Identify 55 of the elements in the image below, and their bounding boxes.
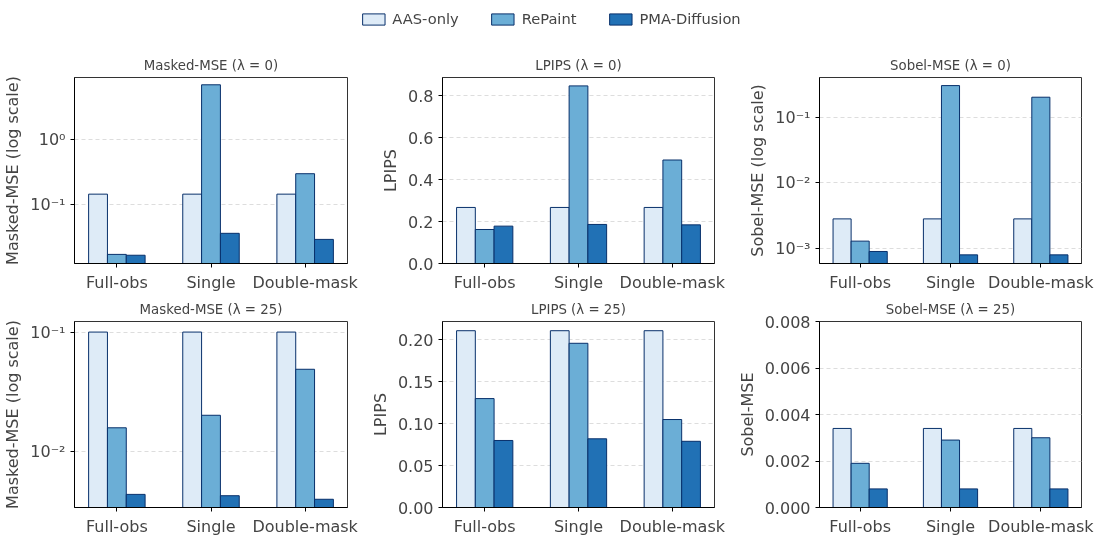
chart-title: LPIPS (λ = 0) xyxy=(535,57,622,73)
x-tick-label: Full-obs xyxy=(86,516,148,536)
y-tick-label: 0.00 xyxy=(397,498,434,518)
y-tick-label: 0.2 xyxy=(408,212,434,232)
y-tick-label: 0.006 xyxy=(764,359,811,378)
y-tick-label: 0.0 xyxy=(408,254,434,274)
y-tick-label: 0.10 xyxy=(397,414,434,434)
chart-title: Sobel-MSE (λ = 0) xyxy=(890,57,1011,73)
y-axis-title: LPIPS xyxy=(370,392,390,437)
y-axis-title: Masked-MSE (log scale) xyxy=(3,320,23,509)
y-tick-label: 0.004 xyxy=(764,405,811,425)
y-tick-label: 0.002 xyxy=(764,452,811,471)
y-tick-label: 0.15 xyxy=(397,372,434,392)
y-axis-title: Sobel-MSE (log scale) xyxy=(748,84,768,257)
y-tick-label: 10⁻¹ xyxy=(775,107,811,127)
y-tick-label: 10⁻¹ xyxy=(30,195,66,215)
x-tick-label: Single xyxy=(553,272,604,292)
x-tick-label: Full-obs xyxy=(453,272,516,292)
x-tick-label: Full-obs xyxy=(86,272,148,292)
y-tick-label: 0.20 xyxy=(397,330,434,350)
y-tick-label: 10⁻¹ xyxy=(30,322,66,342)
y-tick-label: 0.4 xyxy=(408,170,434,190)
legend-label: PMA-Diffusion xyxy=(639,10,741,27)
chart-title: LPIPS (λ = 25) xyxy=(530,301,627,317)
y-tick-label: 10⁻² xyxy=(30,441,66,461)
x-tick-label: Full-obs xyxy=(829,272,892,292)
legend-label: AAS-only xyxy=(392,10,459,27)
x-tick-label: Double-mask xyxy=(988,272,1095,292)
x-tick-label: Single xyxy=(925,272,976,292)
y-tick-label: 0.6 xyxy=(408,128,434,148)
y-tick-label: 0.8 xyxy=(408,86,434,106)
x-tick-label: Double-mask xyxy=(619,516,726,536)
chart-title: Sobel-MSE (λ = 25) xyxy=(885,301,1016,317)
y-tick-label: 10⁻³ xyxy=(775,238,811,258)
x-tick-label: Full-obs xyxy=(829,516,892,536)
legend-label: RePaint xyxy=(521,10,577,27)
x-tick-label: Full-obs xyxy=(453,516,516,536)
y-axis-title: Masked-MSE (log scale) xyxy=(3,76,23,265)
x-tick-label: Single xyxy=(553,516,604,536)
y-axis-title: Sobel-MSE xyxy=(737,372,757,457)
x-tick-label: Single xyxy=(925,516,976,536)
y-tick-label: 0.008 xyxy=(764,312,811,332)
y-tick-label: 0.000 xyxy=(764,498,811,518)
x-tick-label: Double-mask xyxy=(988,516,1095,536)
x-tick-label: Single xyxy=(186,516,236,536)
chart-title: Masked-MSE (λ = 0) xyxy=(143,57,279,73)
y-tick-label: 10⁰ xyxy=(38,130,66,150)
x-tick-label: Single xyxy=(186,272,236,292)
y-tick-label: 0.05 xyxy=(397,456,434,476)
x-tick-label: Double-mask xyxy=(252,516,359,536)
x-tick-label: Double-mask xyxy=(252,272,359,292)
chart-title: Masked-MSE (λ = 25) xyxy=(139,301,283,317)
x-tick-label: Double-mask xyxy=(619,272,726,292)
y-tick-label: 10⁻² xyxy=(775,173,811,193)
y-axis-title: LPIPS xyxy=(381,148,401,193)
